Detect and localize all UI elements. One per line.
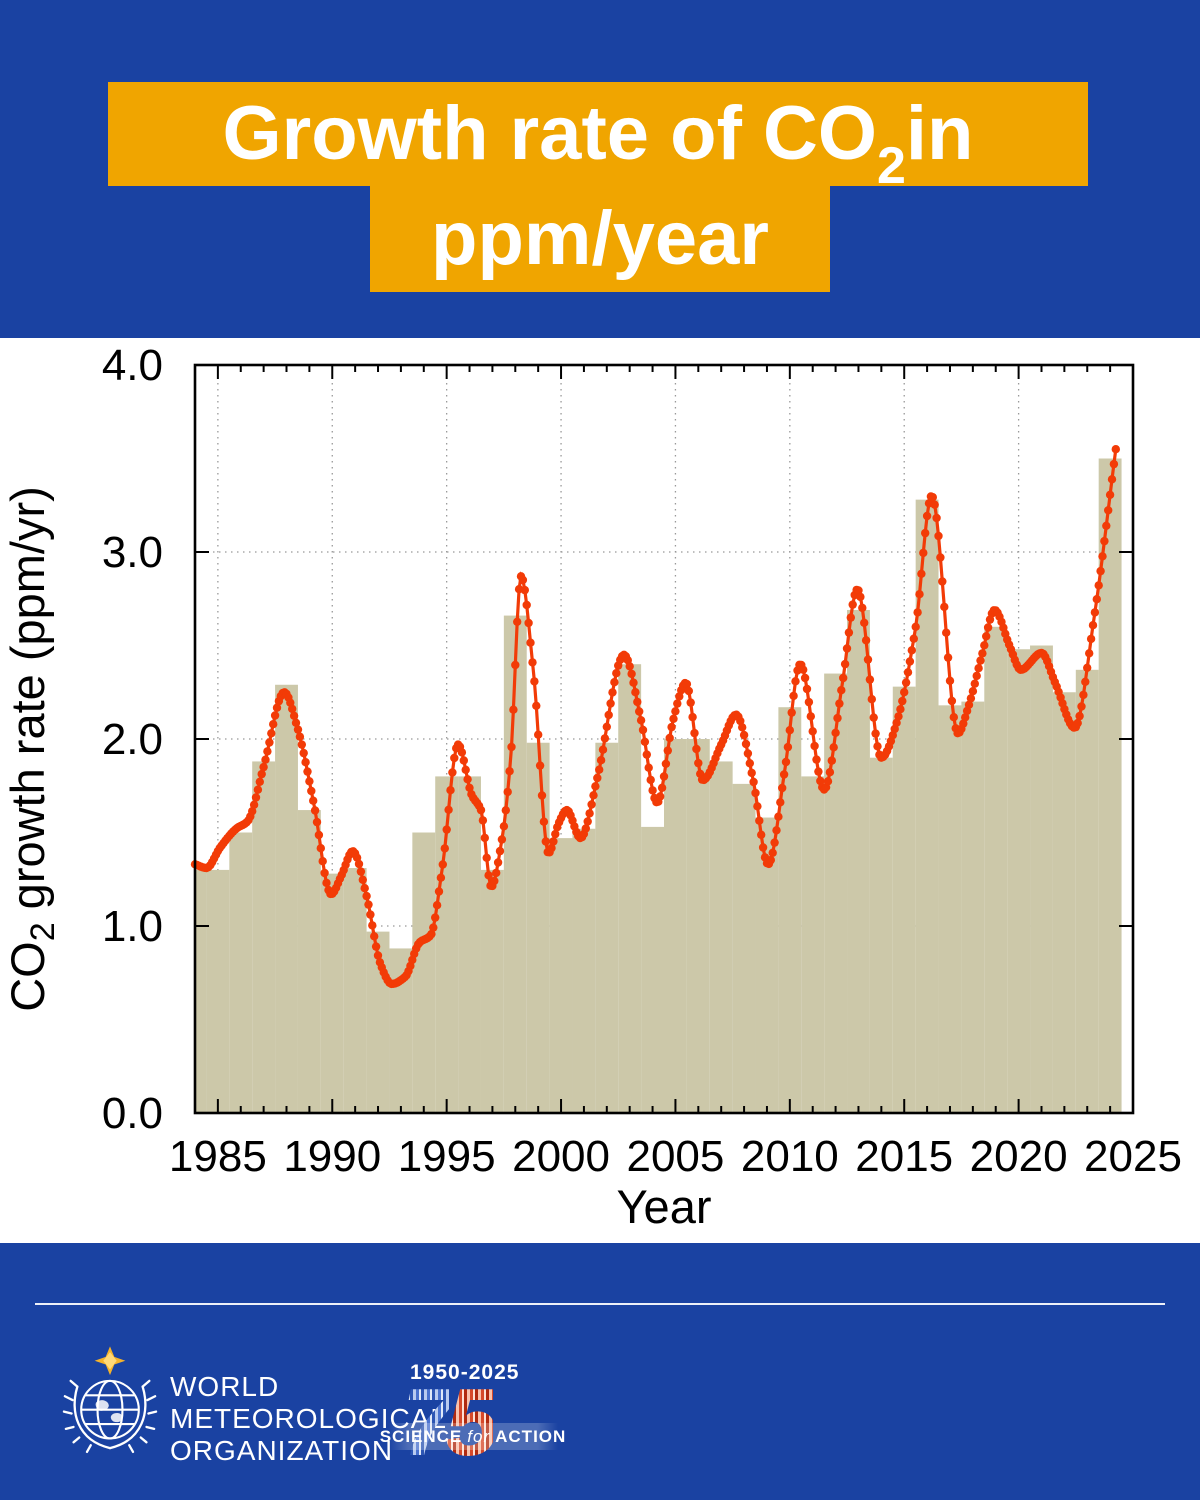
x-tick-1985: 1985 [169, 1132, 267, 1181]
tagline-science: SCIENCE [379, 1426, 463, 1446]
title-subscript-2: 2 [877, 137, 906, 195]
bar-1993 [389, 948, 413, 1113]
annual-growth-bars [195, 458, 1122, 1113]
bar-1990 [320, 873, 344, 1113]
wmo-wreath-icon [62, 1379, 158, 1454]
org-line-world: WORLD [170, 1371, 280, 1402]
bar-1999 [526, 742, 550, 1113]
bar-2016 [915, 499, 939, 1113]
anniversary-75-number: 75 [402, 1375, 499, 1471]
x-axis-title: Year [617, 1180, 712, 1233]
bar-2022 [1052, 692, 1076, 1113]
bar-1986 [229, 832, 253, 1113]
y-axis-title: CO2 growth rate (ppm/yr) [1, 486, 62, 1012]
title-text-line2: ppm/year [431, 196, 769, 281]
bar-1985 [206, 869, 230, 1113]
axis-ticks [195, 365, 1133, 1113]
bar-1997 [480, 869, 504, 1113]
y-tick-3.0: 3.0 [102, 528, 163, 577]
anniversary-digit-5: 5 [445, 1369, 498, 1476]
bar-2013 [847, 609, 870, 1113]
title-text-pre: Growth rate of CO [222, 91, 877, 176]
bar-1996 [458, 776, 481, 1113]
x-tick-2000: 2000 [512, 1132, 610, 1181]
tagline-action: ACTION [495, 1426, 567, 1446]
bar-2007 [709, 761, 733, 1113]
bar-2018 [961, 701, 985, 1113]
y-tick-4.0: 4.0 [102, 341, 163, 390]
wmo-emblem-icon [62, 1346, 158, 1454]
x-tick-1990: 1990 [283, 1132, 381, 1181]
bar-2019 [984, 626, 1008, 1113]
bar-1994 [412, 832, 436, 1113]
bar-2017 [938, 705, 962, 1113]
bar-1988 [275, 684, 298, 1113]
bar-2010 [778, 707, 802, 1113]
bar-2020 [1007, 649, 1031, 1113]
bar-2000 [549, 838, 573, 1113]
x-tick-2020: 2020 [970, 1132, 1068, 1181]
bar-1989 [297, 810, 321, 1113]
bar-2004 [641, 826, 664, 1113]
science-for-action-band: SCIENCE for ACTION [380, 1423, 565, 1450]
wmo-org-name: WORLD METEOROLOGICAL ORGANIZATION [170, 1371, 447, 1467]
x-tick-2025: 2025 [1084, 1132, 1182, 1181]
wmo-75th-anniversary-logo: 1950-2025 75 SCIENCE for ACTION [380, 1361, 566, 1481]
anniversary-digit-7: 7 [402, 1369, 455, 1476]
x-tick-2015: 2015 [855, 1132, 953, 1181]
tick-labels: 0.0 1.0 2.0 3.0 4.0 1985 1990 1995 2000 2005 2010 2… [102, 341, 1182, 1181]
bar-2023 [1075, 669, 1099, 1113]
tagline-for: for [467, 1426, 491, 1446]
title-banner-line1: Growth rate of CO 2 in [108, 82, 1088, 192]
y-tick-2.0: 2.0 [102, 715, 163, 764]
x-tick-2010: 2010 [741, 1132, 839, 1181]
bar-2005 [664, 739, 687, 1113]
top-blue-band: Growth rate of CO 2 in ppm/year [0, 0, 1200, 338]
footer-divider [35, 1303, 1165, 1305]
bar-2014 [869, 757, 893, 1113]
bar-1991 [343, 868, 367, 1113]
bar-2008 [732, 783, 756, 1113]
title-text-post: in [905, 91, 974, 176]
chart-section: 0.0 1.0 2.0 3.0 4.0 1985 1990 1995 2000 2005 2010 2… [0, 338, 1200, 1243]
footer-blue-band: WORLD METEOROLOGICAL ORGANIZATION 1950-2… [0, 1243, 1200, 1500]
bar-2024 [1098, 458, 1122, 1113]
org-line-meteorological: METEOROLOGICAL [170, 1403, 447, 1434]
anniversary-years: 1950-2025 [410, 1361, 519, 1385]
y-tick-0.0: 0.0 [102, 1089, 163, 1138]
bar-2009 [755, 817, 779, 1113]
title-banner-line2: ppm/year [370, 186, 830, 292]
x-tick-1995: 1995 [398, 1132, 496, 1181]
wmo-continents [95, 1400, 123, 1423]
bar-2006 [686, 739, 710, 1113]
bar-1995 [435, 776, 459, 1113]
org-line-organization: ORGANIZATION [170, 1435, 394, 1466]
bar-2011 [801, 776, 825, 1113]
bar-2001 [572, 828, 596, 1113]
bar-2015 [892, 686, 916, 1113]
bar-2002 [595, 742, 619, 1113]
bar-1998 [503, 615, 527, 1113]
wmo-globe-icon [80, 1379, 140, 1440]
co2-growth-rate-chart: 0.0 1.0 2.0 3.0 4.0 1985 1990 1995 2000 2005 2010 2… [1, 341, 1182, 1233]
wmo-star-icon [94, 1346, 126, 1376]
x-tick-2005: 2005 [626, 1132, 724, 1181]
bar-2003 [618, 664, 642, 1113]
bar-1984 [195, 869, 207, 1113]
y-tick-1.0: 1.0 [102, 902, 163, 951]
bar-1987 [252, 761, 276, 1113]
monthly-dots [190, 445, 1121, 989]
bar-2021 [1030, 645, 1053, 1113]
